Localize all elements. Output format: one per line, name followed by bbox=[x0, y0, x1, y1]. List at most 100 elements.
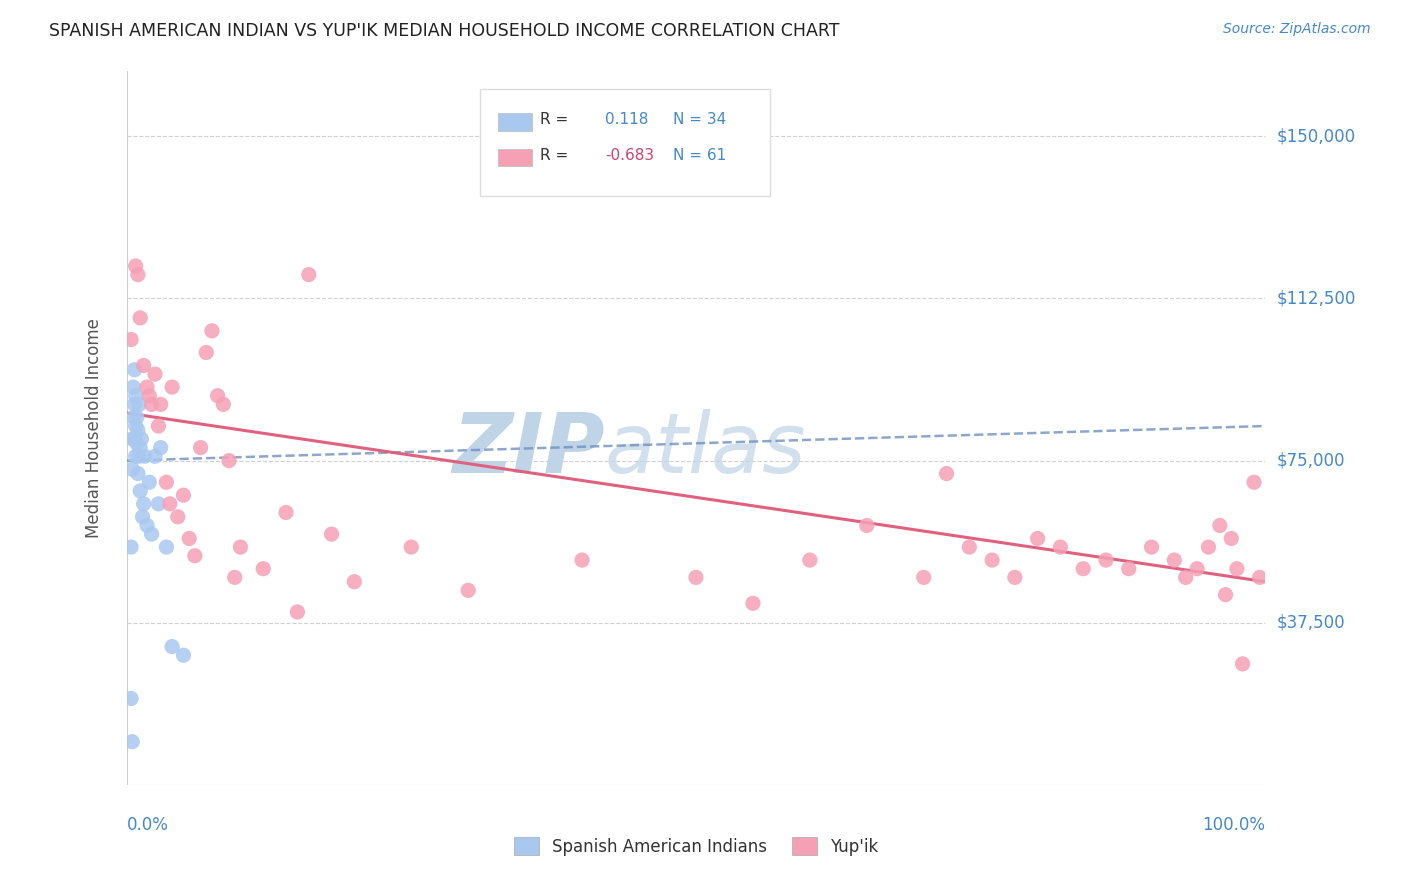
Point bbox=[124, 419, 146, 434]
Point bbox=[1185, 562, 1208, 576]
Point bbox=[143, 450, 166, 464]
Point bbox=[127, 423, 149, 437]
Point bbox=[136, 518, 159, 533]
Y-axis label: Median Household Income: Median Household Income bbox=[84, 318, 103, 538]
Point bbox=[159, 497, 181, 511]
FancyBboxPatch shape bbox=[498, 149, 531, 166]
Point bbox=[128, 397, 150, 411]
Point bbox=[1249, 570, 1271, 584]
Point bbox=[179, 532, 201, 546]
Point bbox=[125, 436, 148, 450]
Point bbox=[127, 268, 149, 282]
Point bbox=[141, 527, 163, 541]
Text: R =: R = bbox=[540, 148, 568, 163]
Legend: Spanish American Indians, Yup'ik: Spanish American Indians, Yup'ik bbox=[506, 830, 886, 863]
Point bbox=[457, 583, 479, 598]
Text: 100.0%: 100.0% bbox=[1202, 815, 1265, 833]
Text: 0.118: 0.118 bbox=[605, 112, 648, 128]
Point bbox=[129, 483, 152, 498]
Point bbox=[138, 389, 160, 403]
Point bbox=[121, 432, 143, 446]
Text: N = 61: N = 61 bbox=[673, 148, 727, 163]
Point bbox=[1220, 532, 1243, 546]
Point bbox=[981, 553, 1004, 567]
Point bbox=[148, 497, 170, 511]
Point bbox=[149, 441, 172, 455]
Point bbox=[124, 432, 146, 446]
Point bbox=[571, 553, 593, 567]
Point bbox=[155, 475, 177, 490]
Text: $150,000: $150,000 bbox=[1277, 128, 1355, 145]
Point bbox=[127, 467, 149, 481]
Point bbox=[935, 467, 957, 481]
Point bbox=[1071, 562, 1094, 576]
Text: $112,500: $112,500 bbox=[1277, 289, 1355, 308]
Point bbox=[1232, 657, 1254, 671]
FancyBboxPatch shape bbox=[498, 113, 531, 130]
Point bbox=[121, 735, 143, 749]
Point bbox=[1198, 540, 1220, 554]
Point bbox=[143, 367, 166, 381]
Point bbox=[1026, 532, 1049, 546]
Point bbox=[160, 640, 183, 654]
Point bbox=[124, 450, 146, 464]
Point bbox=[190, 441, 212, 455]
Point bbox=[129, 441, 152, 455]
Point bbox=[224, 570, 246, 584]
Point bbox=[121, 462, 143, 476]
Point bbox=[321, 527, 343, 541]
Text: $75,000: $75,000 bbox=[1277, 451, 1346, 469]
Point bbox=[298, 268, 321, 282]
Text: N = 34: N = 34 bbox=[673, 112, 727, 128]
FancyBboxPatch shape bbox=[479, 89, 770, 196]
Point bbox=[149, 397, 172, 411]
Point bbox=[912, 570, 935, 584]
Point bbox=[172, 488, 194, 502]
Point bbox=[141, 397, 163, 411]
Point bbox=[155, 540, 177, 554]
Point bbox=[201, 324, 224, 338]
Point bbox=[287, 605, 309, 619]
Point bbox=[1140, 540, 1163, 554]
Point bbox=[855, 518, 877, 533]
Point bbox=[957, 540, 980, 554]
Point bbox=[343, 574, 366, 589]
Point bbox=[122, 380, 145, 394]
Point bbox=[685, 570, 707, 584]
Point bbox=[166, 509, 188, 524]
Point bbox=[132, 497, 155, 511]
Point bbox=[1163, 553, 1185, 567]
Point bbox=[160, 380, 183, 394]
Point bbox=[122, 410, 145, 425]
Point bbox=[207, 389, 229, 403]
Point bbox=[1004, 570, 1026, 584]
Point bbox=[195, 345, 218, 359]
Point bbox=[184, 549, 207, 563]
Point bbox=[138, 475, 160, 490]
Point bbox=[1226, 562, 1249, 576]
Point bbox=[125, 410, 148, 425]
Point bbox=[131, 509, 153, 524]
Point bbox=[120, 333, 142, 347]
Point bbox=[129, 310, 152, 325]
Point bbox=[1243, 475, 1265, 490]
Text: SPANISH AMERICAN INDIAN VS YUP'IK MEDIAN HOUSEHOLD INCOME CORRELATION CHART: SPANISH AMERICAN INDIAN VS YUP'IK MEDIAN… bbox=[49, 22, 839, 40]
Text: Source: ZipAtlas.com: Source: ZipAtlas.com bbox=[1223, 22, 1371, 37]
Point bbox=[799, 553, 821, 567]
Point bbox=[131, 432, 153, 446]
Point bbox=[148, 419, 170, 434]
Text: $37,500: $37,500 bbox=[1277, 614, 1346, 632]
Point bbox=[134, 450, 156, 464]
Text: -0.683: -0.683 bbox=[605, 148, 654, 163]
Point bbox=[1174, 570, 1197, 584]
Text: ZIP: ZIP bbox=[453, 409, 605, 490]
Point bbox=[1215, 588, 1237, 602]
Point bbox=[1209, 518, 1232, 533]
Point bbox=[120, 691, 142, 706]
Point bbox=[401, 540, 423, 554]
Point bbox=[252, 562, 274, 576]
Point bbox=[124, 389, 146, 403]
Point bbox=[1118, 562, 1140, 576]
Text: atlas: atlas bbox=[605, 409, 807, 490]
Text: R =: R = bbox=[540, 112, 568, 128]
